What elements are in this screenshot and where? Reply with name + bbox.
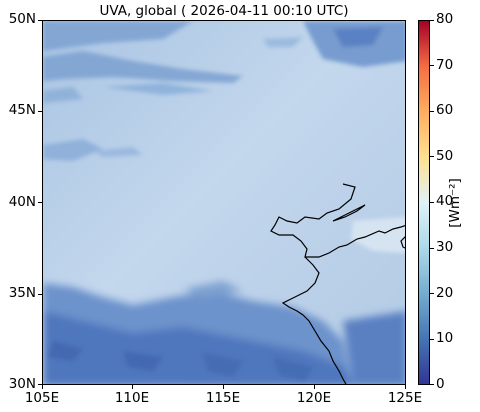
- map-title: UVA, global ( 2026-04-11 00:10 UTC): [99, 3, 349, 19]
- x-tick-label: 105E: [24, 390, 60, 406]
- x-tickmark: [132, 385, 133, 389]
- map-panel: [42, 20, 406, 385]
- uva-field-map: [43, 21, 405, 384]
- colorbar-tick-label: 40: [436, 193, 454, 209]
- y-tickmark: [38, 202, 42, 203]
- colorbar-tick-label: 10: [436, 330, 454, 346]
- coastline: [270, 183, 405, 258]
- colorbar-tick-label: 60: [436, 102, 454, 118]
- southern-cloud-region: [43, 281, 405, 384]
- colorbar-tickmark: [430, 202, 434, 203]
- colorbar-tickmark: [430, 111, 434, 112]
- y-tick-label: 30N: [8, 376, 36, 392]
- colorbar-tick-label: 0: [436, 376, 445, 392]
- x-tickmark: [223, 385, 224, 389]
- x-tickmark: [42, 385, 43, 389]
- northern-cloud-bands: [43, 21, 405, 103]
- y-tick-label: 40N: [8, 194, 36, 210]
- x-tickmark: [314, 385, 315, 389]
- colorbar-tickmark: [430, 293, 434, 294]
- colorbar-tick-label: 80: [436, 11, 454, 27]
- y-tick-label: 35N: [8, 285, 36, 301]
- y-tick-label: 45N: [8, 102, 36, 118]
- colorbar-unit-label: [Wm⁻²]: [447, 178, 463, 228]
- colorbar-tick-label: 20: [436, 285, 454, 301]
- colorbar-tickmark: [430, 339, 434, 340]
- colorbar-tickmark: [430, 248, 434, 249]
- colorbar-tickmark: [430, 20, 434, 21]
- southern-texture: [48, 341, 313, 381]
- colorbar-tickmark: [430, 384, 434, 385]
- x-tick-label: 120E: [296, 390, 332, 406]
- y-tickmark: [38, 384, 42, 385]
- x-tickmark: [405, 385, 406, 389]
- colorbar-tickmark: [430, 65, 434, 66]
- coastline-south: [281, 256, 347, 384]
- colorbar-tickmark: [430, 156, 434, 157]
- y-tickmark: [38, 111, 42, 112]
- colorbar-tick-label: 70: [436, 57, 454, 73]
- x-tick-label: 115E: [205, 390, 241, 406]
- y-tick-label: 50N: [8, 11, 36, 27]
- x-tick-label: 125E: [387, 390, 423, 406]
- coastline-east: [400, 236, 405, 249]
- x-tick-label: 110E: [114, 390, 150, 406]
- mid-cloud-patches: [43, 139, 405, 253]
- colorbar: [418, 20, 430, 385]
- colorbar-tick-label: 50: [436, 148, 454, 164]
- y-tickmark: [38, 20, 42, 21]
- y-tickmark: [38, 294, 42, 295]
- colorbar-tick-label: 30: [436, 239, 454, 255]
- coastline-bay: [332, 204, 366, 222]
